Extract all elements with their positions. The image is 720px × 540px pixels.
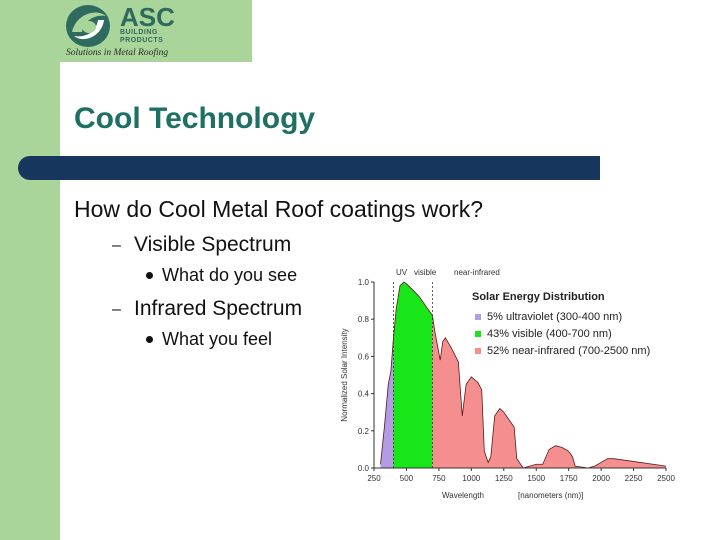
bullet-infrared-spectrum: Infrared Spectrum [134, 297, 303, 320]
x-tick-label: 1500 [527, 474, 545, 483]
y-tick-label: 1.0 [358, 278, 370, 287]
sub-bullet-what-you-feel: What you feel [162, 329, 273, 349]
bullet-dot [146, 272, 153, 279]
x-tick-label: 500 [400, 474, 414, 483]
logo-subtext-line: BUILDING [120, 29, 158, 36]
solar-spectrum-chart: 0.0 0.2 0.4 0.6 0.8 1.0 250 500 750 1000 1250 1500 1… [334, 262, 684, 507]
swirl-logo-icon [66, 5, 110, 47]
x-tick-label: 1750 [560, 474, 578, 483]
x-tick-label: 1250 [495, 474, 513, 483]
y-tick-label: 0.2 [358, 427, 370, 436]
chart-title: Solar Energy Distribution [472, 291, 605, 303]
slide-question: How do Cool Metal Roof coatings work? [74, 196, 484, 222]
region-label-visible: visible [414, 268, 437, 277]
y-tick-label: 0.4 [358, 390, 370, 399]
y-tick-label: 0.8 [358, 315, 370, 324]
y-tick-label: 0.0 [358, 464, 370, 473]
x-tick-label: 750 [432, 474, 446, 483]
legend-swatch [475, 314, 481, 320]
legend-swatch [475, 348, 481, 354]
y-tick-label: 0.6 [358, 352, 370, 361]
legend-label: 52% near-infrared (700-2500 nm) [487, 345, 650, 357]
legend-swatch [475, 331, 481, 337]
x-tick-label: 1000 [462, 474, 480, 483]
logo-tagline: Solutions in Metal Roofing [66, 48, 169, 58]
region-label-uv: UV [396, 268, 408, 277]
asc-logo: ASC BUILDING PRODUCTS Solutions in Metal… [62, 2, 184, 60]
legend-label: 5% ultraviolet (300-400 nm) [487, 311, 622, 323]
x-tick-label: 250 [367, 474, 381, 483]
slide-title: Cool Technology [74, 102, 316, 135]
x-tick-label: 2250 [625, 474, 643, 483]
chart-svg: 0.0 0.2 0.4 0.6 0.8 1.0 250 500 750 1000 1250 1500 1… [340, 268, 675, 500]
x-tick-label: 2500 [657, 474, 675, 483]
spectrum-area-near-infrared [432, 315, 666, 468]
logo-subtext: BUILDING PRODUCTS [120, 29, 163, 44]
dash-marker: – [112, 237, 121, 254]
region-label-near-infrared: near-infrared [454, 268, 500, 277]
legend-label: 43% visible (400-700 nm) [487, 328, 612, 340]
dash-marker: – [112, 301, 121, 318]
x-tick-label: 2000 [592, 474, 610, 483]
bullet-visible-spectrum: Visible Spectrum [134, 233, 292, 256]
bullet-dot [146, 336, 153, 343]
sub-bullet-what-you-see: What do you see [162, 265, 298, 285]
title-divider-bar [18, 156, 600, 180]
y-axis-label: Normalized Solar Intensity [340, 328, 349, 421]
spectrum-outline [380, 281, 667, 469]
logo-wordmark: ASC [120, 2, 175, 32]
logo-subtext-line: PRODUCTS [120, 36, 164, 44]
spectrum-area-visible [393, 282, 433, 468]
x-axis-label: Wavelength [442, 491, 484, 500]
x-axis-units: [nanometers (nm)] [518, 491, 583, 500]
left-accent-band [0, 0, 60, 540]
